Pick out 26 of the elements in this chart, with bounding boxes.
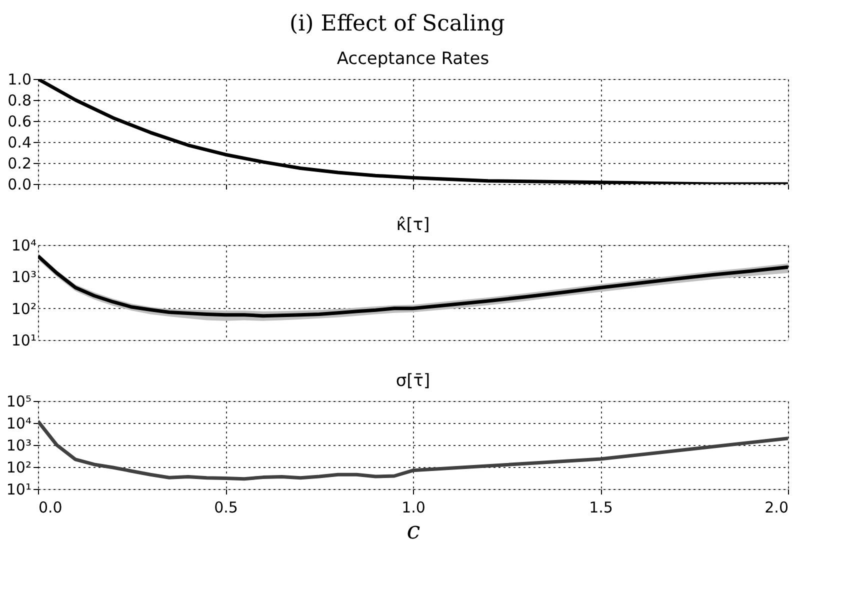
y-tick-label: 10³	[6, 436, 32, 454]
x-tick-label: 1.5	[589, 498, 613, 516]
text: (i) Effect of Scaling	[290, 12, 505, 36]
chart-title: σ[τ̄]	[396, 371, 430, 391]
y-tick-label: 1.0	[8, 70, 32, 88]
x-tick-label: 1.0	[402, 498, 426, 516]
y-tick-label: 0.8	[8, 92, 32, 110]
x-tick-label: 0.5	[214, 498, 238, 516]
y-tick-label: 0.2	[8, 154, 32, 172]
y-tick-label: 10⁴	[6, 414, 32, 432]
line-series	[38, 420, 788, 481]
y-tick-label: 10⁴	[11, 236, 36, 254]
y-tick-label: 0.4	[8, 134, 32, 152]
y-tick-label: 0.0	[8, 176, 32, 194]
y-tick-label: 10²	[11, 300, 36, 318]
chart-title: κ̂[τ]	[396, 215, 430, 235]
y-tick-label: 10²	[6, 458, 32, 476]
y-tick-label: 10⁵	[6, 392, 32, 410]
y-tick-label: 10¹	[11, 332, 36, 350]
x-tick-label: 0.0	[38, 498, 62, 516]
x-axis-title: c	[406, 516, 420, 544]
y-tick-label: 0.6	[8, 112, 32, 130]
y-tick-label: 10³	[11, 268, 36, 286]
chart-title: Acceptance Rates	[336, 49, 490, 69]
x-tick-label: 2.0	[764, 498, 788, 516]
y-tick-label: 10¹	[6, 480, 32, 498]
